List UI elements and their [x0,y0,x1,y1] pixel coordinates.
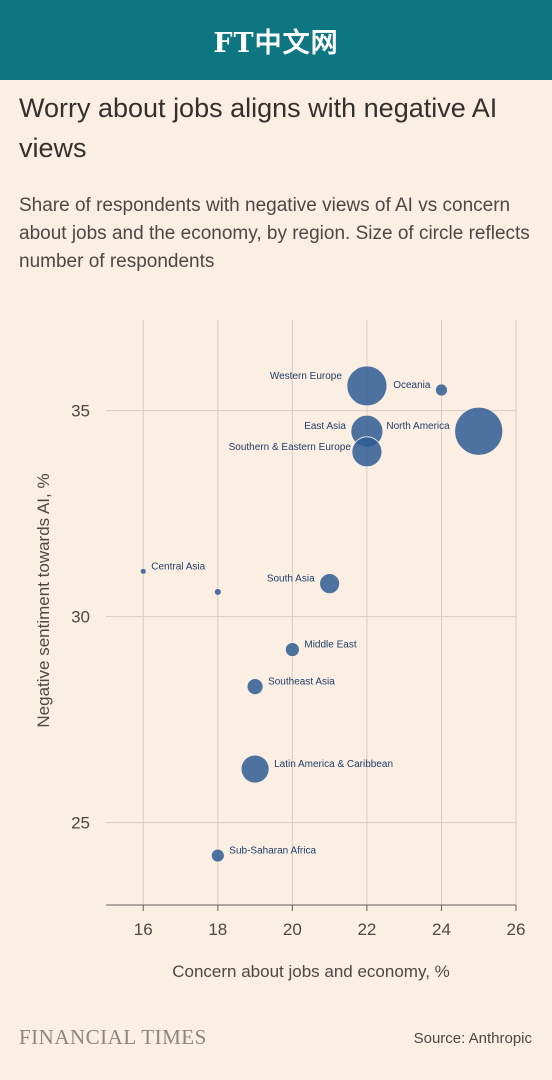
data-point [435,383,448,397]
data-label: Western Europe [270,371,343,382]
ft-chinese-logo: FT中文网 [213,27,339,59]
data-point [210,848,225,863]
data-label: North America [386,421,450,432]
y-tick-label: 35 [71,402,90,421]
header-banner: FT中文网 [0,0,552,80]
data-label: South Asia [267,574,315,585]
x-tick-label: 16 [134,920,153,939]
x-tick-label: 22 [357,920,376,939]
scatter-chart: 16 18 20 22 24 26 25 30 35 Concern about jobs and… [34,320,526,981]
data-point [284,642,300,657]
y-tick-label: 25 [71,814,90,833]
x-tick-label: 24 [432,920,451,939]
y-axis-label: Negative sentiment towards AI, % [34,473,53,727]
chart-title: Worry about jobs aligns with negative AI… [19,93,498,163]
data-point [139,567,147,575]
financial-times-logo: FINANCIAL TIMES [19,1025,207,1049]
data-label: Sub-Saharan Africa [229,846,316,857]
x-axis-label: Concern about jobs and economy, % [172,962,450,981]
data-point [346,365,388,407]
data-label: Southern & Eastern Europe [229,442,352,453]
data-point [319,573,341,595]
data-label: East Asia [304,421,346,432]
data-point [351,436,383,468]
data-label: Middle East [304,640,356,651]
x-tick-label: 18 [208,920,227,939]
data-label: Central Asia [151,561,205,572]
data-point [240,754,270,784]
data-point [213,588,222,596]
source-note: Source: Anthropic [413,1030,532,1047]
data-label: Southeast Asia [268,677,335,688]
data-point [454,406,504,456]
x-tick-label: 20 [283,920,302,939]
x-tick-label: 26 [507,920,526,939]
chart-subtitle: Share of respondents with negative views… [19,195,530,272]
y-tick-label: 30 [71,608,90,627]
data-label: Oceania [393,380,431,391]
data-label: Latin America & Caribbean [274,759,393,770]
data-point [246,678,264,696]
